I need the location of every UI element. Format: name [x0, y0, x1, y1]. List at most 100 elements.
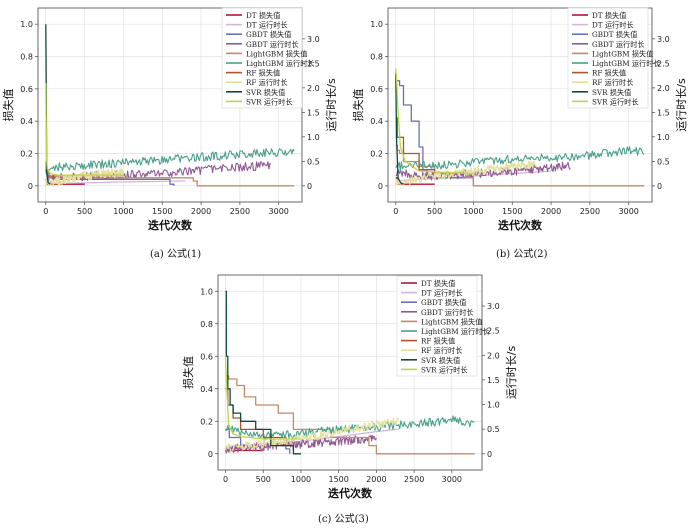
chart-c: 0 500 1000 1500 2000 2500 3000 0 0.2 0.4 0.6 0.8 1.0… [181, 274, 518, 500]
legend-label: DT 运行时长 [246, 21, 288, 30]
series-line-SVR-运行时长 [45, 82, 124, 176]
legend-label: GBDT 运行时长 [421, 308, 474, 317]
x-tick-label: 3000 [269, 207, 289, 216]
legend-label: RF 损失值 [246, 69, 280, 78]
series-line-RF-运行时长 [395, 160, 537, 187]
y-left-axis-label: 损失值 [351, 89, 365, 122]
y-left-tick-label: 0.2 [370, 150, 383, 159]
series-line-SVR-运行时长 [395, 68, 474, 175]
legend-label: SVR 运行时长 [246, 97, 293, 106]
y-left-tick-label: 0.8 [200, 320, 213, 329]
series-line-LightGBM-损失值 [225, 375, 475, 455]
x-tick-label: 500 [427, 207, 442, 216]
x-tick-label: 3000 [442, 475, 462, 484]
legend-label: DT 运行时长 [592, 21, 634, 30]
caption-a: (a) 公式(1) [150, 249, 202, 260]
y-right-tick-label: 0 [307, 182, 312, 191]
series-line-RF-运行时长 [45, 168, 124, 187]
x-tick-label: 2500 [230, 207, 250, 216]
series-line-SVR-运行时长 [224, 355, 301, 440]
y-left-tick-label: 0.2 [20, 150, 33, 159]
legend-label: LightGBM 损失值 [592, 49, 653, 58]
legend-label: LightGBM 损失值 [421, 317, 482, 326]
y-right-tick-label: 1.0 [487, 401, 500, 410]
y-left-axis-label: 损失值 [181, 356, 195, 389]
legend-label: GBDT 运行时长 [246, 40, 299, 49]
y-right-axis-label: 运行时长/s [505, 346, 518, 400]
y-right-tick-label: 0 [657, 182, 662, 191]
legend-label: SVR 运行时长 [592, 97, 639, 106]
y-left-tick-label: 0 [378, 182, 383, 191]
plot-area [224, 290, 475, 455]
chart-a: 0 500 1000 1500 2000 2500 3000 0 0.2 0.4 0.6 0.8 1.0… [1, 7, 338, 232]
y-right-tick-label: 0.5 [487, 425, 500, 434]
legend-label: GBDT 损失值 [421, 298, 466, 307]
series-line-SVR-损失值 [225, 290, 301, 455]
y-left-tick-label: 0 [208, 450, 213, 459]
series-line-RF-损失值 [395, 117, 436, 173]
legend-label: DT 损失值 [421, 279, 455, 288]
x-tick-label: 1000 [113, 207, 133, 216]
y-left-tick-label: 0.8 [20, 53, 33, 62]
y-right-tick-label: 1.5 [657, 108, 670, 117]
x-tick-label: 0 [43, 207, 48, 216]
legend-label: RF 损失值 [592, 69, 626, 78]
legend-label: GBDT 损失值 [246, 30, 291, 39]
x-tick-label: 1500 [152, 207, 172, 216]
x-tick-label: 2000 [191, 207, 211, 216]
x-axis-label: 迭代次数 [498, 218, 543, 232]
y-right-tick-label: 2.0 [657, 84, 670, 93]
y-right-tick-label: 3.0 [307, 35, 320, 44]
y-right-tick-label: 2.5 [657, 59, 670, 68]
y-left-tick-label: 0.4 [200, 385, 213, 394]
legend-label: LightGBM 运行时长 [246, 59, 315, 68]
series-line-SVR-损失值 [395, 72, 404, 185]
y-right-tick-label: 2.0 [307, 84, 320, 93]
y-left-tick-label: 1.0 [20, 20, 33, 29]
x-tick-label: 500 [77, 207, 92, 216]
legend-label: GBDT 运行时长 [592, 40, 645, 49]
y-right-tick-label: 2.0 [487, 351, 500, 360]
y-left-tick-label: 0.8 [370, 53, 383, 62]
legend-label: GBDT 损失值 [592, 30, 637, 39]
x-tick-label: 2500 [404, 475, 424, 484]
plot-area [395, 68, 645, 187]
y-right-tick-label: 2.5 [307, 59, 320, 68]
x-tick-label: 1000 [463, 207, 483, 216]
legend-label: LightGBM 运行时长 [592, 59, 661, 68]
x-tick-label: 2000 [366, 475, 386, 484]
y-right-axis-label: 运行时长/s [675, 78, 688, 132]
series-line-LightGBM-运行时长 [45, 148, 295, 173]
y-left-tick-label: 0.4 [370, 117, 383, 126]
y-right-tick-label: 1.0 [657, 133, 670, 142]
x-axis-label: 迭代次数 [328, 486, 373, 500]
y-right-tick-label: 1.5 [307, 108, 320, 117]
legend-label: RF 损失值 [421, 337, 455, 346]
y-right-tick-label: 1.5 [487, 376, 500, 385]
plot-area [45, 24, 295, 187]
series-line-LightGBM-运行时长 [395, 146, 645, 171]
y-right-axis-label: 运行时长/s [325, 78, 338, 132]
y-left-tick-label: 0.2 [200, 417, 213, 426]
legend-label: RF 运行时长 [592, 78, 633, 87]
x-tick-label: 0 [223, 475, 228, 484]
y-right-tick-label: 0.5 [657, 157, 670, 166]
y-left-tick-label: 0.4 [20, 117, 33, 126]
legend-label: DT 损失值 [246, 11, 280, 20]
caption-b: (b) 公式(2) [496, 249, 548, 260]
y-right-tick-label: 3.0 [487, 302, 500, 311]
legend-label: SVR 损失值 [421, 356, 460, 365]
y-right-tick-label: 3.0 [657, 35, 670, 44]
x-tick-label: 3000 [619, 207, 639, 216]
legend-label: SVR 损失值 [246, 88, 285, 97]
plot-frame [387, 7, 653, 203]
x-tick-label: 1500 [502, 207, 522, 216]
legend-label: DT 损失值 [592, 11, 626, 20]
y-left-tick-label: 0.6 [370, 85, 383, 94]
x-tick-label: 2000 [541, 207, 561, 216]
y-left-tick-label: 1.0 [370, 20, 383, 29]
x-tick-label: 1000 [291, 475, 311, 484]
